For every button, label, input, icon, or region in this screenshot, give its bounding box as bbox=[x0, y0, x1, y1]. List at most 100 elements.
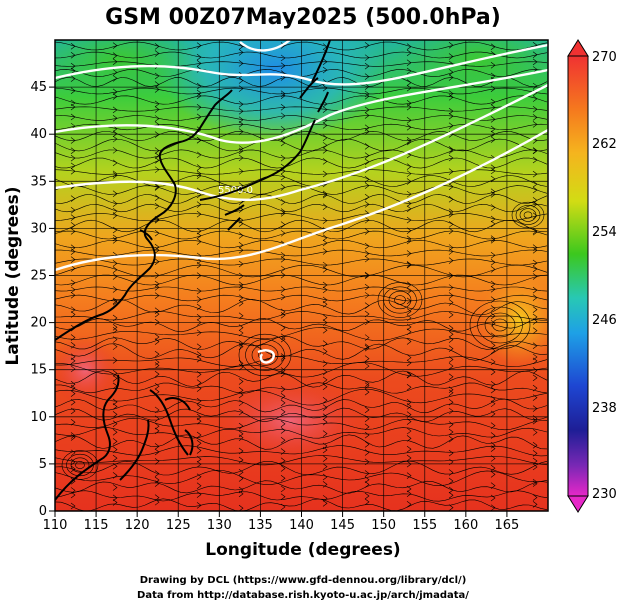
streamline-arrow bbox=[154, 272, 160, 279]
streamline-arrow bbox=[448, 196, 454, 203]
streamline-arrow bbox=[112, 446, 118, 453]
vortex-ring bbox=[61, 450, 99, 480]
streamline-arrow bbox=[280, 420, 286, 428]
streamline-arrow bbox=[490, 395, 496, 403]
streamline-arrow bbox=[322, 122, 328, 129]
streamline-arrow bbox=[238, 77, 244, 84]
streamline-arrow bbox=[70, 458, 76, 466]
streamline-arrow bbox=[154, 480, 160, 487]
y-axis-label: Latitude (degrees) bbox=[3, 186, 23, 365]
streamline-arrow bbox=[406, 445, 412, 453]
streamline bbox=[55, 77, 548, 87]
streamline-arrow bbox=[322, 180, 328, 188]
streamline-arrow bbox=[448, 311, 454, 319]
streamline-arrow bbox=[364, 201, 370, 208]
streamline-arrow bbox=[448, 208, 454, 215]
streamline-arrow bbox=[364, 152, 370, 159]
streamline-arrow bbox=[112, 172, 118, 179]
streamline-arrow bbox=[70, 147, 76, 154]
streamline bbox=[55, 362, 548, 378]
streamline-arrow bbox=[154, 100, 160, 108]
streamline-arrow bbox=[322, 360, 328, 367]
streamline-arrow bbox=[532, 429, 538, 436]
y-tick-label: 0 bbox=[39, 504, 47, 519]
x-axis-label: Longitude (degrees) bbox=[205, 540, 400, 560]
streamline-arrow bbox=[280, 333, 286, 341]
streamline-arrow bbox=[448, 168, 454, 175]
streamline-arrow bbox=[448, 325, 454, 332]
streamline-arrow bbox=[490, 358, 496, 366]
streamline-arrow bbox=[532, 114, 538, 121]
streamline-arrow bbox=[154, 86, 160, 93]
streamline-arrow bbox=[448, 183, 454, 190]
streamline-arrow bbox=[322, 418, 328, 426]
streamline-arrow bbox=[406, 418, 412, 425]
streamline-arrow bbox=[280, 370, 286, 377]
streamline bbox=[55, 490, 548, 502]
streamline-arrow bbox=[490, 442, 496, 449]
streamline-arrow bbox=[532, 147, 538, 155]
streamline-arrow bbox=[532, 246, 538, 254]
streamline-arrow bbox=[364, 481, 370, 488]
streamline-arrow bbox=[532, 357, 538, 365]
streamline bbox=[55, 286, 548, 292]
streamline-arrow bbox=[406, 427, 412, 435]
streamline-arrow bbox=[406, 79, 412, 86]
streamline-arrow bbox=[238, 85, 244, 92]
streamline-arrow bbox=[112, 314, 118, 322]
streamline-arrow bbox=[322, 227, 328, 234]
streamline-arrow bbox=[490, 464, 496, 472]
streamline bbox=[55, 311, 547, 321]
streamline-arrow bbox=[532, 342, 538, 350]
streamline-arrow bbox=[532, 501, 538, 508]
x-tick-label: 125 bbox=[166, 518, 191, 533]
streamline-arrow bbox=[532, 457, 538, 465]
streamline-arrow bbox=[322, 481, 328, 488]
streamline-arrow bbox=[112, 88, 118, 96]
streamline-arrow bbox=[532, 384, 538, 392]
streamline-arrow bbox=[448, 458, 454, 466]
streamline-arrow bbox=[406, 103, 412, 111]
streamline-arrow bbox=[364, 106, 370, 114]
streamline-arrow bbox=[322, 190, 328, 198]
streamline-arrow bbox=[280, 503, 286, 511]
streamline-arrow bbox=[70, 311, 76, 318]
lat-lon-grid bbox=[55, 40, 548, 511]
streamline-arrow bbox=[238, 49, 244, 56]
streamline-arrow bbox=[490, 98, 496, 106]
streamline-arrow bbox=[364, 128, 370, 135]
streamline-arrow bbox=[364, 54, 370, 61]
streamline-arrow bbox=[280, 62, 286, 70]
streamline-arrow bbox=[196, 447, 202, 454]
streamline-arrow bbox=[196, 491, 202, 498]
streamline-arrow bbox=[154, 470, 160, 477]
streamline-arrow bbox=[448, 356, 454, 363]
streamline-arrow bbox=[112, 125, 118, 132]
streamline-arrow bbox=[406, 59, 412, 67]
streamline-arrow bbox=[532, 82, 538, 90]
vortex-ring bbox=[515, 205, 541, 225]
streamline-arrow bbox=[112, 438, 118, 445]
streamline-arrow bbox=[196, 355, 202, 363]
streamline-arrow bbox=[532, 95, 538, 102]
streamline-arrow bbox=[154, 131, 160, 138]
streamline-arrow bbox=[322, 327, 328, 334]
streamline-arrow bbox=[112, 494, 118, 502]
streamline-arrow bbox=[490, 215, 496, 223]
streamline-arrow bbox=[196, 482, 202, 490]
streamline-arrow bbox=[532, 244, 538, 251]
streamline-arrow bbox=[112, 462, 118, 470]
streamline-arrow bbox=[406, 314, 412, 322]
streamline-arrow bbox=[280, 308, 286, 316]
streamline-arrow bbox=[406, 287, 412, 295]
streamline-arrow bbox=[322, 217, 328, 224]
streamline-arrow bbox=[322, 84, 328, 92]
streamline-arrow bbox=[154, 106, 160, 113]
streamline-arrow bbox=[280, 465, 286, 472]
streamline-arrow bbox=[490, 342, 496, 349]
streamline-arrow bbox=[112, 403, 118, 410]
temperature-field: 5500.0 bbox=[55, 40, 548, 511]
streamline-arrow bbox=[532, 58, 538, 66]
streamline bbox=[55, 434, 548, 450]
streamline-arrow bbox=[70, 67, 76, 75]
